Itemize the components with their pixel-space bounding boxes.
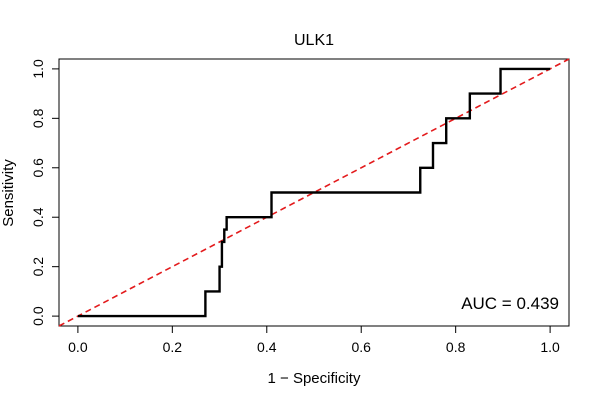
x-tick-label: 1.0 — [540, 339, 560, 355]
series-layer — [77, 67, 551, 318]
y-tick-label: 0.8 — [30, 108, 46, 128]
x-axis: 0.0 0.2 0.4 0.6 0.8 1.0 — [68, 325, 560, 355]
reference-diagonal-line — [58, 58, 570, 327]
x-tick-label: 0.6 — [351, 339, 371, 355]
x-tick-label: 0.4 — [257, 339, 277, 355]
y-axis-label: Sensitivity — [0, 159, 17, 227]
auc-annotation: AUC = 0.439 — [461, 294, 559, 313]
x-axis-label: 1 − Specificity — [268, 370, 361, 387]
chart-title: ULK1 — [294, 32, 334, 49]
x-tick-label: 0.2 — [163, 339, 183, 355]
reference-line-layer — [58, 58, 570, 327]
y-tick-label: 0.2 — [30, 257, 46, 277]
x-tick-label: 0.8 — [446, 339, 466, 355]
y-axis: 0.0 0.2 0.4 0.6 0.8 1.0 — [30, 59, 60, 326]
x-tick-label: 0.0 — [68, 339, 88, 355]
y-tick-label: 0.4 — [30, 207, 46, 227]
y-tick-label: 0.0 — [30, 306, 46, 326]
y-tick-label: 1.0 — [30, 59, 46, 79]
y-tick-label: 0.6 — [30, 158, 46, 178]
roc-curve-0 — [77, 67, 551, 318]
